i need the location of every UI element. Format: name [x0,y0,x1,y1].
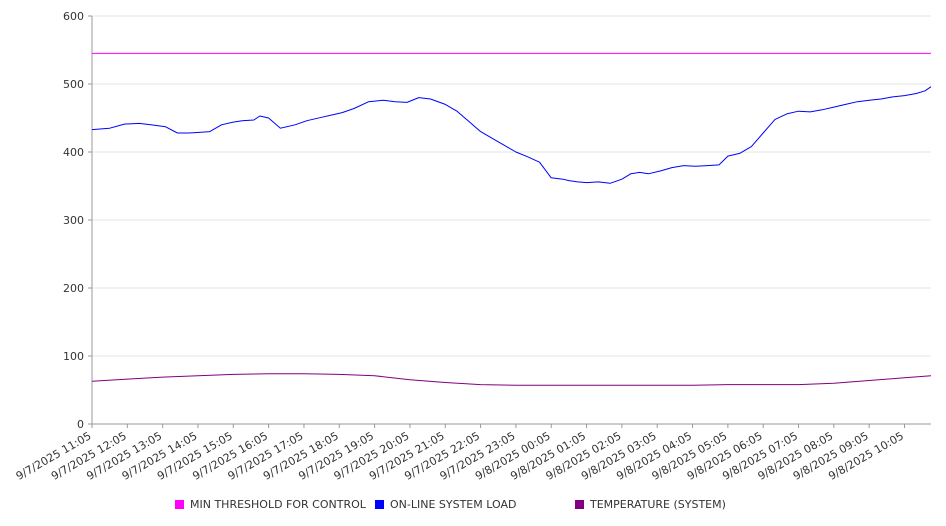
legend: MIN THRESHOLD FOR CONTROL ON-LINE SYSTEM… [0,498,946,514]
x-tick-labels: 9/7/2025 11:059/7/2025 12:059/7/2025 13:… [14,429,906,483]
legend-item-min-threshold: MIN THRESHOLD FOR CONTROL [175,498,366,511]
series-lines [91,52,932,386]
y-tick-label: 600 [63,10,84,23]
y-tick-label: 300 [63,214,84,227]
legend-label-temperature: TEMPERATURE (SYSTEM) [590,498,726,511]
y-tick-labels: 0 100 200 300 400 500 600 [63,10,84,431]
temperature-line [91,373,932,386]
gridlines [92,15,931,357]
legend-swatch-online-system-load [375,500,384,509]
y-tick-label: 100 [63,350,84,363]
legend-item-online-system-load: ON-LINE SYSTEM LOAD [375,498,516,511]
legend-swatch-temperature [575,500,584,509]
legend-swatch-min-threshold [175,500,184,509]
y-tick-label: 0 [77,418,84,431]
y-tick-label: 400 [63,146,84,159]
y-tick-label: 500 [63,78,84,91]
y-tick-label: 200 [63,282,84,295]
legend-label-min-threshold: MIN THRESHOLD FOR CONTROL [190,498,366,511]
legend-label-online-system-load: ON-LINE SYSTEM LOAD [390,498,517,511]
online-system-load-line [91,86,932,184]
axes [88,15,931,428]
legend-item-temperature: TEMPERATURE (SYSTEM) [575,498,726,511]
